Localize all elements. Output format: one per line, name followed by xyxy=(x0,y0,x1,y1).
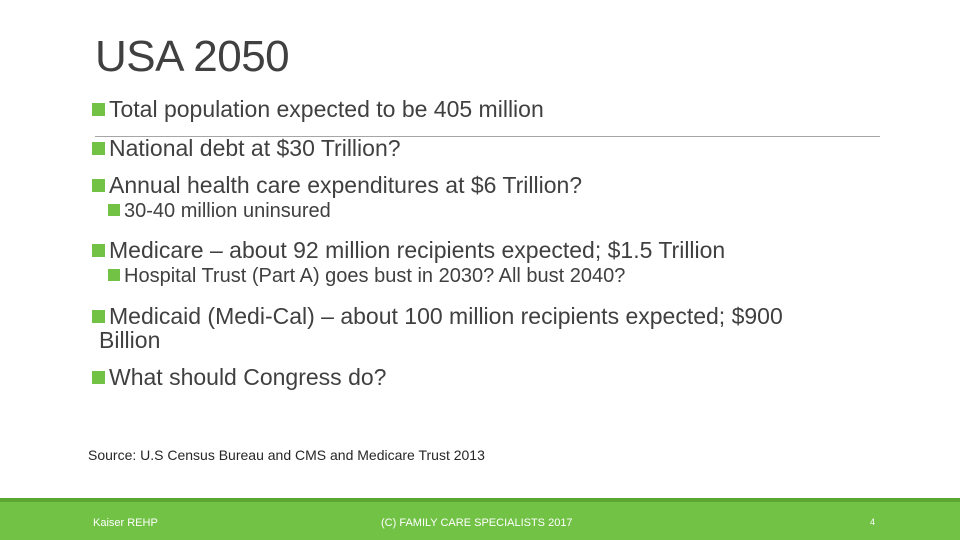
bullet-text: What should Congress do? xyxy=(109,364,387,390)
footer-accent-strip xyxy=(0,498,960,502)
bullet-medicaid: Medicaid (Medi-Cal) – about 100 million … xyxy=(92,305,783,328)
title-divider xyxy=(95,136,880,137)
footer-bar xyxy=(0,498,960,540)
page-number: 4 xyxy=(870,517,876,527)
bullet-uninsured: 30-40 million uninsured xyxy=(108,201,331,221)
bullet-medicaid-continuation: Billion xyxy=(99,327,161,353)
checkbox-bullet-icon xyxy=(108,204,120,216)
source-note: Source: U.S Census Bureau and CMS and Me… xyxy=(88,447,485,463)
bullet-hospital-trust: Hospital Trust (Part A) goes bust in 203… xyxy=(108,266,625,286)
checkbox-bullet-icon xyxy=(92,371,105,384)
bullet-national-debt: National debt at $30 Trillion? xyxy=(92,137,401,160)
footer-center-text: (C) FAMILY CARE SPECIALISTS 2017 xyxy=(381,517,573,529)
bullet-congress: What should Congress do? xyxy=(92,366,386,389)
checkbox-bullet-icon xyxy=(92,103,105,116)
bullet-health-expenditures: Annual health care expenditures at $6 Tr… xyxy=(92,174,582,197)
bullet-population: Total population expected to be 405 mill… xyxy=(92,98,544,121)
bullet-text: Annual health care expenditures at $6 Tr… xyxy=(109,172,583,198)
bullet-text: Total population expected to be 405 mill… xyxy=(109,96,544,122)
checkbox-bullet-icon xyxy=(108,269,120,281)
bullet-medicare: Medicare – about 92 million recipients e… xyxy=(92,239,725,262)
bullet-text: Medicare – about 92 million recipients e… xyxy=(109,237,726,263)
checkbox-bullet-icon xyxy=(92,244,105,257)
checkbox-bullet-icon xyxy=(92,142,105,155)
slide-title: USA 2050 xyxy=(95,32,290,81)
bullet-text: National debt at $30 Trillion? xyxy=(109,135,401,161)
checkbox-bullet-icon xyxy=(92,179,105,192)
checkbox-bullet-icon xyxy=(92,310,105,323)
footer-left-text: Kaiser REHP xyxy=(93,517,158,529)
bullet-text: Hospital Trust (Part A) goes bust in 203… xyxy=(124,265,626,287)
bullet-text: 30-40 million uninsured xyxy=(124,200,331,222)
bullet-text: Medicaid (Medi-Cal) – about 100 million … xyxy=(109,303,783,329)
